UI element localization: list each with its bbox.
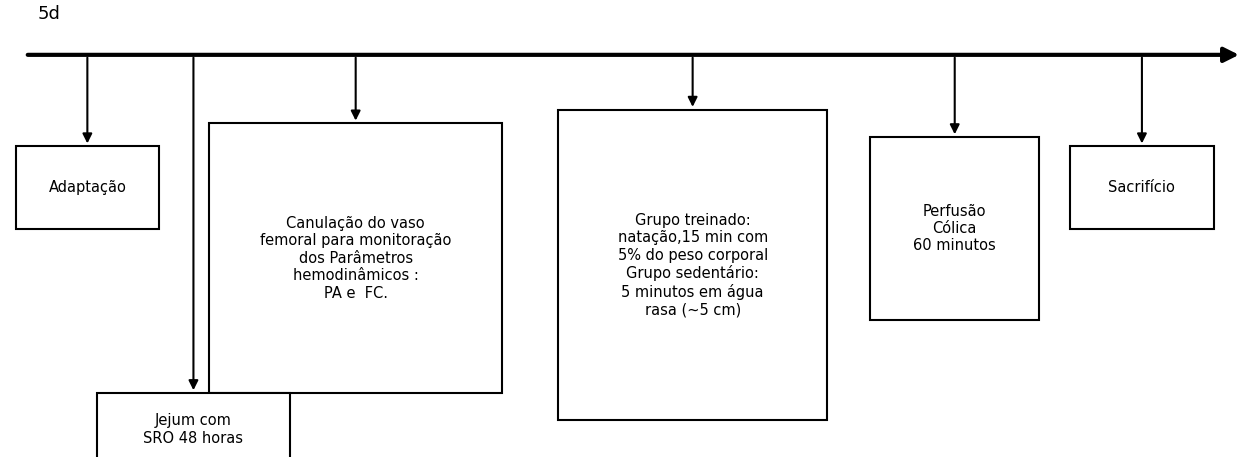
Text: Adaptação: Adaptação: [49, 180, 126, 195]
Text: Perfusão
Cólica
60 minutos: Perfusão Cólica 60 minutos: [914, 204, 996, 253]
FancyBboxPatch shape: [97, 393, 290, 457]
Text: Sacrifício: Sacrifício: [1108, 180, 1176, 195]
FancyBboxPatch shape: [1071, 146, 1213, 228]
FancyBboxPatch shape: [208, 123, 502, 393]
Text: Jejum com
SRO 48 horas: Jejum com SRO 48 horas: [144, 414, 243, 446]
Text: Grupo treinado:
natação,15 min com
5% do peso corporal
Grupo sedentário:
5 minut: Grupo treinado: natação,15 min com 5% do…: [618, 213, 768, 317]
Text: 5d: 5d: [37, 5, 60, 22]
FancyBboxPatch shape: [871, 137, 1038, 320]
FancyBboxPatch shape: [16, 146, 160, 228]
FancyBboxPatch shape: [559, 110, 826, 420]
Text: Canulação do vaso
femoral para monitoração
dos Parâmetros
hemodinâmicos :
PA e  : Canulação do vaso femoral para monitoraç…: [260, 216, 452, 301]
